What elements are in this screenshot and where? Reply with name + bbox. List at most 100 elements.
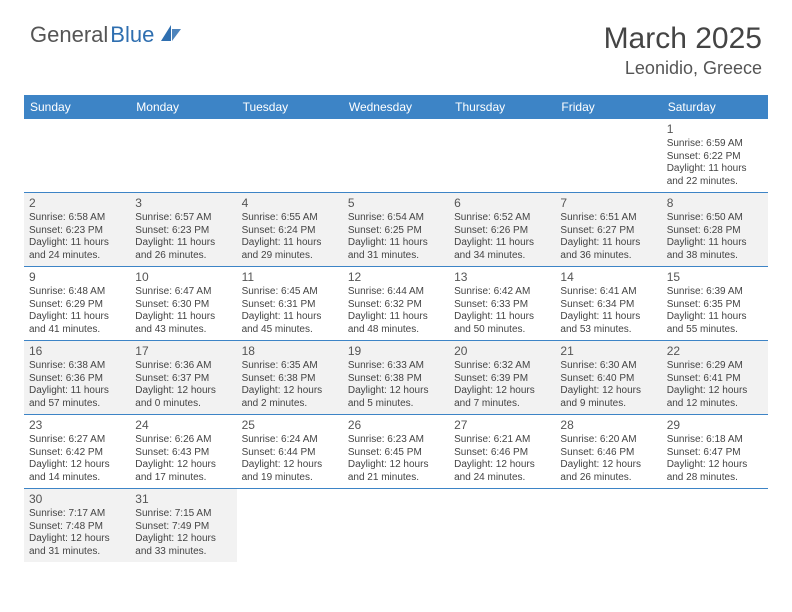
daylight2-text: and 31 minutes. bbox=[29, 546, 125, 559]
calendar-cell: 13Sunrise: 6:42 AMSunset: 6:33 PMDayligh… bbox=[449, 267, 555, 340]
daylight1-text: Daylight: 12 hours bbox=[454, 459, 550, 472]
brand-logo: General Blue bbox=[30, 22, 183, 48]
calendar-cell: 9Sunrise: 6:48 AMSunset: 6:29 PMDaylight… bbox=[24, 267, 130, 340]
daylight1-text: Daylight: 11 hours bbox=[29, 385, 125, 398]
daylight2-text: and 57 minutes. bbox=[29, 398, 125, 411]
calendar-cell: 4Sunrise: 6:55 AMSunset: 6:24 PMDaylight… bbox=[237, 193, 343, 266]
weekday-header: Saturday bbox=[662, 95, 768, 119]
location-label: Leonidio, Greece bbox=[604, 58, 762, 79]
daylight2-text: and 24 minutes. bbox=[454, 472, 550, 485]
page-header: General Blue March 2025 Leonidio, Greece bbox=[0, 0, 792, 87]
daylight1-text: Daylight: 12 hours bbox=[29, 459, 125, 472]
day-number: 26 bbox=[348, 418, 444, 433]
day-number: 16 bbox=[29, 344, 125, 359]
calendar-cell-empty bbox=[343, 119, 449, 192]
daylight2-text: and 31 minutes. bbox=[348, 250, 444, 263]
calendar-week: 9Sunrise: 6:48 AMSunset: 6:29 PMDaylight… bbox=[24, 267, 768, 341]
day-number: 9 bbox=[29, 270, 125, 285]
sunrise-text: Sunrise: 6:18 AM bbox=[667, 434, 763, 447]
daylight2-text: and 21 minutes. bbox=[348, 472, 444, 485]
sunset-text: Sunset: 6:32 PM bbox=[348, 299, 444, 312]
day-number: 22 bbox=[667, 344, 763, 359]
daylight2-text: and 0 minutes. bbox=[135, 398, 231, 411]
calendar-cell-empty bbox=[343, 489, 449, 562]
daylight1-text: Daylight: 11 hours bbox=[560, 237, 656, 250]
day-number: 21 bbox=[560, 344, 656, 359]
weekday-header: Tuesday bbox=[237, 95, 343, 119]
sunrise-text: Sunrise: 6:52 AM bbox=[454, 212, 550, 225]
weekday-header: Thursday bbox=[449, 95, 555, 119]
daylight2-text: and 24 minutes. bbox=[29, 250, 125, 263]
calendar-cell-empty bbox=[130, 119, 236, 192]
daylight2-text: and 17 minutes. bbox=[135, 472, 231, 485]
calendar-cell: 28Sunrise: 6:20 AMSunset: 6:46 PMDayligh… bbox=[555, 415, 661, 488]
day-number: 30 bbox=[29, 492, 125, 507]
daylight2-text: and 5 minutes. bbox=[348, 398, 444, 411]
daylight2-text: and 33 minutes. bbox=[135, 546, 231, 559]
daylight1-text: Daylight: 11 hours bbox=[667, 237, 763, 250]
weekday-header: Friday bbox=[555, 95, 661, 119]
calendar-cell: 21Sunrise: 6:30 AMSunset: 6:40 PMDayligh… bbox=[555, 341, 661, 414]
calendar-cell: 15Sunrise: 6:39 AMSunset: 6:35 PMDayligh… bbox=[662, 267, 768, 340]
sunset-text: Sunset: 6:46 PM bbox=[560, 447, 656, 460]
calendar-cell: 2Sunrise: 6:58 AMSunset: 6:23 PMDaylight… bbox=[24, 193, 130, 266]
day-number: 11 bbox=[242, 270, 338, 285]
sunrise-text: Sunrise: 6:29 AM bbox=[667, 360, 763, 373]
day-number: 15 bbox=[667, 270, 763, 285]
calendar-cell: 17Sunrise: 6:36 AMSunset: 6:37 PMDayligh… bbox=[130, 341, 236, 414]
daylight1-text: Daylight: 11 hours bbox=[242, 237, 338, 250]
sunrise-text: Sunrise: 6:24 AM bbox=[242, 434, 338, 447]
daylight1-text: Daylight: 12 hours bbox=[348, 459, 444, 472]
sunrise-text: Sunrise: 6:30 AM bbox=[560, 360, 656, 373]
sunset-text: Sunset: 6:27 PM bbox=[560, 225, 656, 238]
calendar-cell: 10Sunrise: 6:47 AMSunset: 6:30 PMDayligh… bbox=[130, 267, 236, 340]
daylight2-text: and 38 minutes. bbox=[667, 250, 763, 263]
day-number: 7 bbox=[560, 196, 656, 211]
calendar-cell: 3Sunrise: 6:57 AMSunset: 6:23 PMDaylight… bbox=[130, 193, 236, 266]
sunset-text: Sunset: 6:34 PM bbox=[560, 299, 656, 312]
daylight1-text: Daylight: 11 hours bbox=[348, 311, 444, 324]
calendar-week: 30Sunrise: 7:17 AMSunset: 7:48 PMDayligh… bbox=[24, 489, 768, 562]
sunrise-text: Sunrise: 6:27 AM bbox=[29, 434, 125, 447]
calendar-week: 23Sunrise: 6:27 AMSunset: 6:42 PMDayligh… bbox=[24, 415, 768, 489]
sunrise-text: Sunrise: 6:58 AM bbox=[29, 212, 125, 225]
day-number: 31 bbox=[135, 492, 231, 507]
daylight1-text: Daylight: 12 hours bbox=[348, 385, 444, 398]
sunset-text: Sunset: 6:38 PM bbox=[348, 373, 444, 386]
calendar-cell: 22Sunrise: 6:29 AMSunset: 6:41 PMDayligh… bbox=[662, 341, 768, 414]
daylight1-text: Daylight: 12 hours bbox=[135, 459, 231, 472]
sunset-text: Sunset: 6:28 PM bbox=[667, 225, 763, 238]
daylight1-text: Daylight: 12 hours bbox=[242, 459, 338, 472]
calendar-week: 1Sunrise: 6:59 AMSunset: 6:22 PMDaylight… bbox=[24, 119, 768, 193]
day-number: 20 bbox=[454, 344, 550, 359]
daylight1-text: Daylight: 11 hours bbox=[667, 311, 763, 324]
daylight2-text: and 26 minutes. bbox=[560, 472, 656, 485]
calendar-cell: 30Sunrise: 7:17 AMSunset: 7:48 PMDayligh… bbox=[24, 489, 130, 562]
calendar-cell: 25Sunrise: 6:24 AMSunset: 6:44 PMDayligh… bbox=[237, 415, 343, 488]
sunset-text: Sunset: 6:31 PM bbox=[242, 299, 338, 312]
sunrise-text: Sunrise: 6:21 AM bbox=[454, 434, 550, 447]
sunset-text: Sunset: 6:47 PM bbox=[667, 447, 763, 460]
sunrise-text: Sunrise: 6:33 AM bbox=[348, 360, 444, 373]
calendar-cell-empty bbox=[237, 119, 343, 192]
sunset-text: Sunset: 6:36 PM bbox=[29, 373, 125, 386]
sunset-text: Sunset: 6:22 PM bbox=[667, 151, 763, 164]
sunrise-text: Sunrise: 6:45 AM bbox=[242, 286, 338, 299]
daylight2-text: and 36 minutes. bbox=[560, 250, 656, 263]
daylight1-text: Daylight: 12 hours bbox=[667, 459, 763, 472]
sunrise-text: Sunrise: 7:15 AM bbox=[135, 508, 231, 521]
sunrise-text: Sunrise: 6:59 AM bbox=[667, 138, 763, 151]
daylight1-text: Daylight: 11 hours bbox=[29, 311, 125, 324]
sunrise-text: Sunrise: 6:54 AM bbox=[348, 212, 444, 225]
sunset-text: Sunset: 6:29 PM bbox=[29, 299, 125, 312]
weekday-header-row: SundayMondayTuesdayWednesdayThursdayFrid… bbox=[24, 95, 768, 119]
sunset-text: Sunset: 7:48 PM bbox=[29, 521, 125, 534]
sunrise-text: Sunrise: 6:38 AM bbox=[29, 360, 125, 373]
sunrise-text: Sunrise: 7:17 AM bbox=[29, 508, 125, 521]
weekday-header: Monday bbox=[130, 95, 236, 119]
calendar-cell: 19Sunrise: 6:33 AMSunset: 6:38 PMDayligh… bbox=[343, 341, 449, 414]
calendar: SundayMondayTuesdayWednesdayThursdayFrid… bbox=[24, 95, 768, 562]
calendar-cell: 27Sunrise: 6:21 AMSunset: 6:46 PMDayligh… bbox=[449, 415, 555, 488]
sunrise-text: Sunrise: 6:23 AM bbox=[348, 434, 444, 447]
day-number: 4 bbox=[242, 196, 338, 211]
